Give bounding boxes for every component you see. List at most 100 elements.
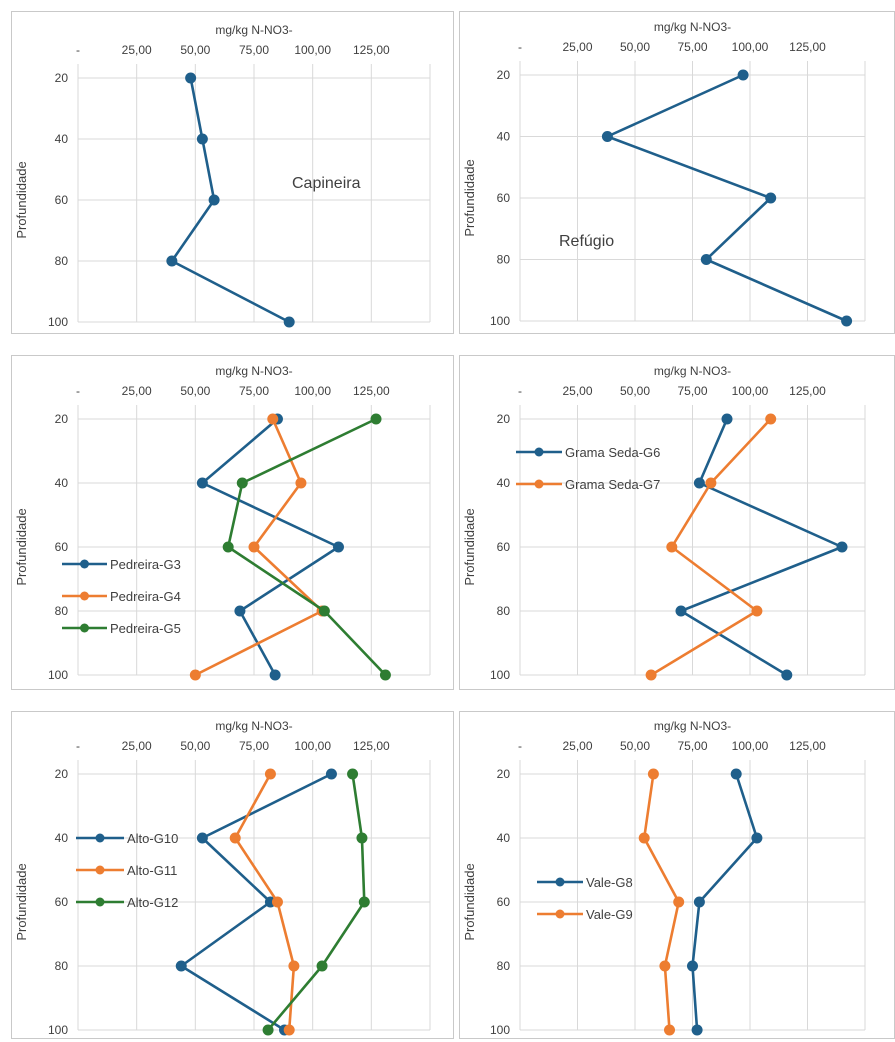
data-point	[267, 413, 279, 425]
data-point	[666, 541, 678, 553]
data-point	[262, 1024, 274, 1036]
legend-marker	[534, 479, 544, 489]
chart-vale: mg/kg N-NO3- - 25,00 50,00 75,00 100,00 125,00…	[459, 711, 895, 1039]
data-point	[691, 1024, 703, 1036]
x-tick-label: -	[518, 384, 522, 398]
data-point	[693, 477, 705, 489]
legend-label: Pedreira-G4	[110, 589, 181, 604]
x-tick-label: 75,00	[239, 739, 269, 753]
legend-marker	[80, 623, 89, 633]
data-point	[318, 605, 330, 617]
y-axis-title: Profundidade	[462, 863, 477, 940]
x-tick-label: 50,00	[180, 43, 210, 57]
x-tick-label: 125,00	[353, 43, 390, 57]
chart-refugio: mg/kg N-NO3- - 25,00 50,00 75,00 100,00 125,00…	[459, 11, 895, 334]
y-tick-label: 20	[55, 71, 69, 85]
x-tick-label: 50,00	[620, 40, 650, 54]
x-tick-label: 100,00	[294, 43, 331, 57]
data-point	[356, 832, 368, 844]
legend-label: Pedreira-G3	[110, 557, 181, 572]
x-tick-label: 125,00	[789, 739, 826, 753]
legend-label: Grama Seda-G7	[565, 477, 660, 492]
y-tick-label: 20	[497, 412, 511, 426]
data-point	[705, 477, 717, 489]
legend-label: Alto-G11	[127, 863, 177, 878]
y-axis-title: Profundidade	[14, 863, 29, 940]
chart-grama-seda: mg/kg N-NO3- - 25,00 50,00 75,00 100,00 125,00…	[459, 355, 895, 690]
y-tick-label: 60	[497, 540, 511, 554]
data-point	[196, 832, 208, 844]
x-tick-label: 50,00	[620, 739, 650, 753]
x-tick-label: 125,00	[789, 384, 826, 398]
chart-capineira: mg/kg N-NO3- - 25,00 50,00 75,00 100,00 125,00…	[11, 11, 454, 334]
data-point	[673, 896, 685, 908]
y-tick-label: 80	[55, 604, 69, 618]
x-tick-label: 100,00	[732, 40, 769, 54]
chart-vale-svg: mg/kg N-NO3- - 25,00 50,00 75,00 100,00 125,00…	[462, 719, 866, 1037]
data-point	[647, 768, 659, 780]
data-point	[781, 669, 793, 681]
data-point	[358, 896, 370, 908]
y-axis-title: Profundidade	[462, 508, 477, 585]
data-point	[316, 960, 328, 972]
x-tick-label: 100,00	[294, 739, 331, 753]
legend-marker	[95, 865, 105, 875]
data-point	[675, 605, 687, 617]
x-tick-label: 100,00	[732, 739, 769, 753]
x-tick-label: 75,00	[677, 739, 707, 753]
data-point	[248, 541, 260, 553]
y-tick-label: 40	[55, 476, 69, 490]
x-tick-label: -	[518, 40, 522, 54]
data-point	[645, 669, 657, 681]
y-tick-label: 60	[497, 191, 511, 205]
x-tick-label: 125,00	[789, 40, 826, 54]
legend-label: Alto-G10	[127, 831, 178, 846]
y-tick-label: 100	[490, 314, 510, 328]
data-point	[836, 541, 848, 553]
data-point	[765, 192, 777, 204]
data-point	[347, 768, 359, 780]
data-point	[185, 72, 197, 84]
data-point	[175, 960, 187, 972]
legend-marker	[80, 559, 89, 569]
legend-marker	[80, 591, 89, 601]
legend-marker	[534, 447, 544, 457]
x-tick-label: 75,00	[677, 40, 707, 54]
data-point	[700, 254, 712, 265]
legend-label: Grama Seda-G6	[565, 445, 660, 460]
x-tick-label: 125,00	[353, 384, 390, 398]
data-point	[189, 669, 201, 681]
data-point	[664, 1024, 675, 1036]
legend-label: Pedreira-G5	[110, 621, 181, 636]
y-axis-title: Profundidade	[14, 508, 29, 585]
data-point	[325, 768, 337, 780]
y-tick-label: 60	[55, 895, 69, 909]
chart-pedreira: mg/kg N-NO3- - 25,00 50,00 75,00 100,00 125,00…	[11, 355, 454, 690]
y-tick-label: 40	[497, 831, 511, 845]
x-tick-label: 25,00	[562, 384, 592, 398]
legend-marker	[95, 897, 105, 907]
y-tick-label: 60	[497, 895, 511, 909]
data-point	[379, 669, 391, 681]
legend-label: Vale-G9	[586, 907, 633, 922]
x-tick-label: 25,00	[122, 384, 152, 398]
x-axis-title: mg/kg N-NO3-	[654, 364, 731, 378]
data-point	[751, 832, 763, 844]
data-point	[730, 768, 742, 780]
x-tick-label: 25,00	[122, 43, 152, 57]
legend-label: Vale-G8	[586, 875, 633, 890]
y-tick-label: 60	[55, 540, 69, 554]
x-axis-title: mg/kg N-NO3-	[215, 23, 292, 37]
x-axis-title: mg/kg N-NO3-	[654, 719, 731, 733]
chart-alto: mg/kg N-NO3- - 25,00 50,00 75,00 100,00 125,00…	[11, 711, 454, 1039]
chart-capineira-svg: mg/kg N-NO3- - 25,00 50,00 75,00 100,00 125,00…	[14, 23, 431, 329]
y-tick-label: 20	[55, 412, 69, 426]
data-point	[288, 960, 300, 972]
data-point	[721, 413, 733, 425]
y-tick-label: 80	[55, 254, 69, 268]
data-point	[269, 669, 281, 681]
data-point	[295, 477, 307, 489]
data-point	[638, 832, 650, 844]
chart-annotation: Refúgio	[559, 233, 614, 250]
y-tick-label: 100	[48, 1023, 68, 1037]
